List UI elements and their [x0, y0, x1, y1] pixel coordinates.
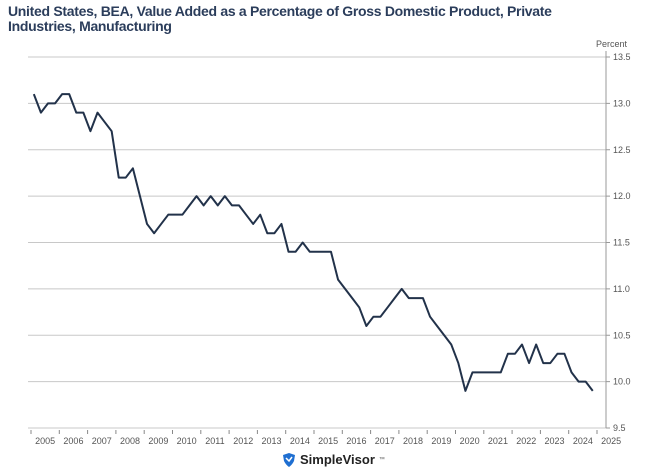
axes: 9.5 10.0 10.5 11.0 11.5 12.0 12.5 13.0 13.5 2005 2… [30, 51, 631, 446]
x-tick-label: 2024 [573, 436, 593, 446]
y-tick-label: 13.0 [613, 98, 631, 108]
y-tick-label: 12.0 [613, 191, 631, 201]
y-tick-label: 9.5 [613, 423, 626, 433]
simplevisor-logo: SimpleVisor ™ [282, 452, 385, 467]
x-tick-label: 2025 [601, 436, 621, 446]
y-axis-label: Percent [596, 39, 628, 49]
y-tick-label: 12.5 [613, 145, 631, 155]
x-tick-label: 2010 [177, 436, 197, 446]
x-tick-label: 2013 [262, 436, 282, 446]
y-tick-label: 11.0 [613, 284, 630, 294]
x-tick-label: 2006 [63, 436, 83, 446]
x-tick-label: 2020 [460, 436, 480, 446]
series-line [32, 93, 594, 392]
y-tick-label: 10.5 [613, 330, 631, 340]
shield-logo-icon [283, 452, 295, 467]
x-tick-label: 2008 [120, 436, 140, 446]
y-tick-label: 13.5 [613, 52, 631, 62]
x-tick-label: 2016 [346, 436, 366, 446]
series [32, 93, 594, 392]
y-tick-label: 11.5 [613, 238, 630, 248]
x-tick-label: 2023 [545, 436, 565, 446]
x-tick-label: 2005 [35, 436, 55, 446]
x-tick-label: 2017 [375, 436, 395, 446]
logo-trademark: ™ [378, 456, 385, 463]
x-tick-label: 2022 [516, 436, 536, 446]
x-tick-label: 2011 [205, 436, 224, 446]
chart-title: United States, BEA, Value Added as a Per… [8, 3, 552, 34]
gridlines [28, 56, 606, 429]
x-tick-label: 2007 [92, 436, 112, 446]
x-tick-label: 2019 [431, 436, 451, 446]
logo-text: SimpleVisor [300, 452, 375, 467]
x-tick-label: 2014 [290, 436, 310, 446]
x-tick-label: 2015 [318, 436, 338, 446]
x-tick-label: 2018 [403, 436, 423, 446]
y-tick-label: 10.0 [613, 377, 631, 387]
x-tick-label: 2021 [488, 436, 508, 446]
x-tick-label: 2009 [148, 436, 168, 446]
x-tick-label: 2012 [233, 436, 253, 446]
